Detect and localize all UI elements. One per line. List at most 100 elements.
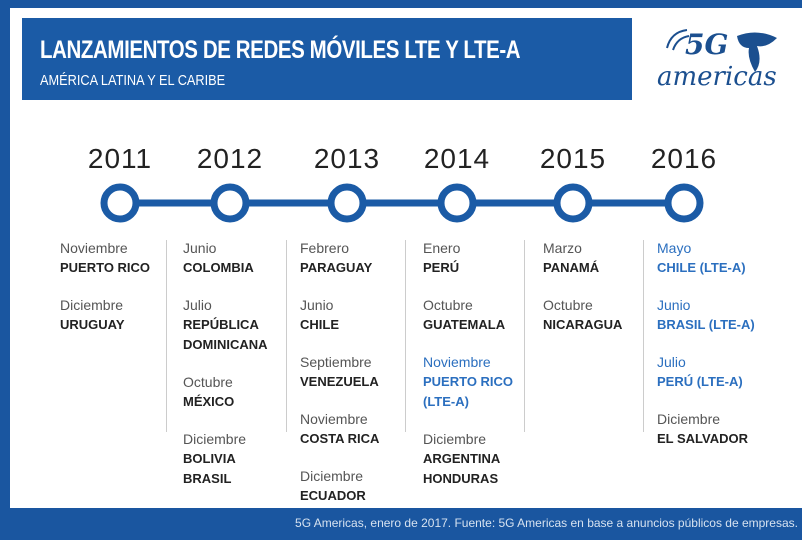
- event: Noviembre PUERTO RICO: [60, 238, 172, 278]
- event: Junio BRASIL (LTE-A): [657, 295, 769, 335]
- event-month: Diciembre: [657, 411, 721, 427]
- event-country: BRASIL: [183, 471, 232, 486]
- event: Julio REPÚBLICA DOMINICANA: [183, 295, 295, 355]
- event-country: NICARAGUA: [543, 317, 623, 332]
- footer: 5G Americas, enero de 2017. Fuente: 5G A…: [295, 516, 798, 530]
- event-month: Diciembre: [423, 431, 487, 447]
- event-country: ECUADOR: [300, 488, 366, 503]
- event: Junio COLOMBIA: [183, 238, 295, 278]
- event-month: Noviembre: [60, 240, 128, 256]
- year-column: Marzo PANAMÁ Octubre NICARAGUA: [543, 238, 655, 352]
- event-country: PUERTO RICO: [423, 374, 514, 389]
- event-country: PERÚ: [423, 260, 460, 275]
- year-column: Febrero PARAGUAY Junio CHILE Septiembre VENEZ…: [300, 238, 412, 523]
- logo-text: 5G: [685, 28, 729, 61]
- year: 2012: [196, 143, 264, 174]
- event-month: Noviembre: [423, 354, 491, 370]
- event-country: HONDURAS: [423, 471, 499, 486]
- event-month: Septiembre: [300, 354, 372, 370]
- event: Diciembre URUGUAY: [60, 295, 172, 335]
- event-month: Mayo: [657, 240, 692, 256]
- year: 2016: [650, 143, 718, 174]
- event: Noviembre COSTA RICA: [300, 409, 412, 449]
- year: 2013: [313, 143, 381, 174]
- title: LANZAMIENTOS DE REDES MÓVILES LTE Y LTE-…: [40, 36, 521, 64]
- separator: [405, 240, 406, 432]
- timeline-node: [210, 183, 250, 223]
- year: 2014: [423, 143, 491, 174]
- event: Noviembre PUERTO RICO (LTE-A): [423, 352, 535, 412]
- event: Octubre MÉXICO: [183, 372, 295, 412]
- event-country: CHILE: [300, 317, 339, 332]
- event-country: EL SALVADOR: [657, 431, 749, 446]
- event-country: CHILE (LTE-A): [657, 260, 746, 275]
- year: 2011: [87, 143, 153, 174]
- event-month: Octubre: [543, 297, 593, 313]
- header: LANZAMIENTOS DE REDES MÓVILES LTE Y LTE-…: [22, 18, 632, 100]
- event: Diciembre BOLIVIA BRASIL: [183, 429, 295, 489]
- event-month: Noviembre: [300, 411, 368, 427]
- event-month: Enero: [423, 240, 461, 256]
- event-country: BOLIVIA: [183, 451, 236, 466]
- event-month: Diciembre: [300, 468, 364, 484]
- event: Julio PERÚ (LTE-A): [657, 352, 769, 392]
- year-column: Noviembre PUERTO RICO Diciembre URUGUAY: [60, 238, 172, 352]
- event: Marzo PANAMÁ: [543, 238, 655, 278]
- event: Diciembre ECUADOR: [300, 466, 412, 506]
- event: Mayo CHILE (LTE-A): [657, 238, 769, 278]
- event-country: MÉXICO: [183, 394, 235, 409]
- event-month: Junio: [300, 297, 334, 313]
- year-column: Mayo CHILE (LTE-A) Junio BRASIL (LTE-A) Juli…: [657, 238, 769, 466]
- event-country: PUERTO RICO: [60, 260, 151, 275]
- logo: 5G americas: [655, 28, 785, 98]
- event: Septiembre VENEZUELA: [300, 352, 412, 392]
- logo-globe: [737, 32, 777, 72]
- event-month: Febrero: [300, 240, 350, 256]
- event: Octubre GUATEMALA: [423, 295, 535, 335]
- event-country: URUGUAY: [60, 317, 125, 332]
- event: Junio CHILE: [300, 295, 412, 335]
- event: Febrero PARAGUAY: [300, 238, 412, 278]
- event-month: Junio: [183, 240, 217, 256]
- event-country: VENEZUELA: [300, 374, 379, 389]
- timeline-node: [437, 183, 477, 223]
- year-column: Enero PERÚ Octubre GUATEMALA Noviembre PUERTO…: [423, 238, 535, 506]
- event-month: Diciembre: [183, 431, 247, 447]
- separator: [166, 240, 167, 432]
- timeline-node: [664, 183, 704, 223]
- event: Octubre NICARAGUA: [543, 295, 655, 335]
- event-month: Marzo: [543, 240, 582, 256]
- event-month: Junio: [657, 297, 691, 313]
- event-month: Julio: [183, 297, 212, 313]
- event-month: Julio: [657, 354, 686, 370]
- separator: [286, 240, 287, 432]
- logo-waves: [666, 29, 690, 51]
- event-month: Octubre: [423, 297, 473, 313]
- event-month: Diciembre: [60, 297, 124, 313]
- separator: [524, 240, 525, 432]
- timeline-node: [100, 183, 140, 223]
- year-column: Junio COLOMBIA Julio REPÚBLICA DOMINICANA Oct…: [183, 238, 295, 506]
- event-country: (LTE-A): [423, 394, 469, 409]
- event-country: DOMINICANA: [183, 337, 268, 352]
- event-month: Octubre: [183, 374, 233, 390]
- timeline-node: [327, 183, 367, 223]
- timeline-node: [553, 183, 593, 223]
- event-country: BRASIL (LTE-A): [657, 317, 755, 332]
- event-country: REPÚBLICA: [183, 317, 259, 332]
- event-country: PARAGUAY: [300, 260, 373, 275]
- event-country: PERÚ (LTE-A): [657, 374, 743, 389]
- event: Enero PERÚ: [423, 238, 535, 278]
- event-country: ARGENTINA: [423, 451, 501, 466]
- event: Diciembre EL SALVADOR: [657, 409, 769, 449]
- logo-subtext: americas: [657, 62, 777, 92]
- event-country: COLOMBIA: [183, 260, 254, 275]
- subtitle: AMÉRICA LATINA Y EL CARIBE: [40, 72, 226, 89]
- event-country: COSTA RICA: [300, 431, 380, 446]
- event: Diciembre ARGENTINA HONDURAS: [423, 429, 535, 489]
- event-country: PANAMÁ: [543, 260, 600, 275]
- year: 2015: [539, 143, 607, 174]
- separator: [643, 240, 644, 432]
